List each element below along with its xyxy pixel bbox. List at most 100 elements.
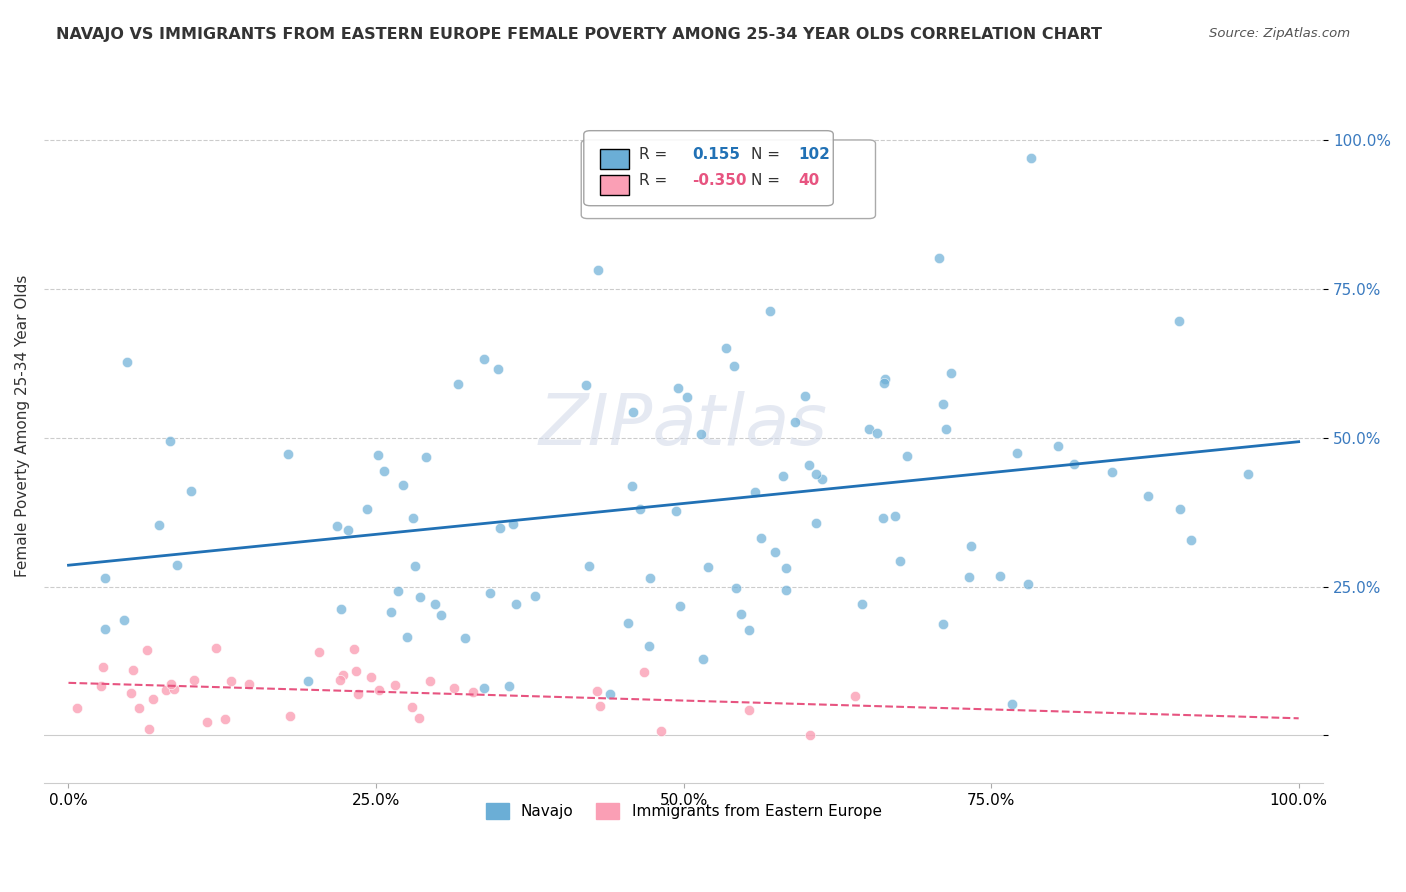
- Point: [65, 700, 87, 714]
- Point: [730, 607, 752, 621]
- Point: [183, 673, 205, 688]
- Point: [472, 681, 495, 695]
- Point: [1063, 457, 1085, 471]
- Point: [219, 674, 242, 689]
- Point: [811, 472, 834, 486]
- Point: [586, 683, 609, 698]
- Point: [277, 447, 299, 461]
- Point: [1180, 533, 1202, 547]
- Point: [402, 511, 425, 525]
- Point: [689, 426, 711, 441]
- Point: [738, 703, 761, 717]
- Point: [195, 714, 218, 729]
- Point: [238, 676, 260, 690]
- Point: [589, 699, 612, 714]
- Point: [638, 639, 661, 653]
- Point: [633, 665, 655, 679]
- Point: [122, 663, 145, 677]
- Point: [941, 366, 963, 380]
- Point: [342, 642, 364, 657]
- Point: [665, 504, 688, 518]
- Text: R =: R =: [638, 173, 666, 188]
- Point: [724, 581, 747, 595]
- Point: [873, 376, 896, 390]
- Point: [692, 652, 714, 666]
- Point: [896, 449, 918, 463]
- Point: [523, 589, 546, 603]
- Point: [889, 554, 911, 568]
- Point: [502, 517, 524, 532]
- Point: [1017, 577, 1039, 591]
- Point: [804, 151, 827, 165]
- Point: [472, 351, 495, 366]
- Y-axis label: Female Poverty Among 25-34 Year Olds: Female Poverty Among 25-34 Year Olds: [15, 275, 30, 577]
- Point: [666, 381, 689, 395]
- Point: [628, 502, 651, 516]
- Point: [387, 584, 409, 599]
- Point: [959, 539, 981, 553]
- Point: [1237, 467, 1260, 481]
- Point: [205, 640, 228, 655]
- Point: [723, 359, 745, 373]
- FancyBboxPatch shape: [581, 140, 876, 219]
- Point: [278, 709, 301, 723]
- Point: [775, 583, 797, 598]
- Point: [935, 422, 957, 436]
- Text: N =: N =: [751, 173, 780, 188]
- Point: [159, 434, 181, 449]
- Point: [404, 558, 426, 573]
- Point: [1168, 502, 1191, 516]
- Point: [714, 342, 737, 356]
- Point: [575, 377, 598, 392]
- Legend: Navajo, Immigrants from Eastern Europe: Navajo, Immigrants from Eastern Europe: [479, 797, 887, 825]
- Point: [94, 622, 117, 636]
- Point: [395, 630, 418, 644]
- Point: [297, 674, 319, 689]
- Point: [676, 390, 699, 404]
- Point: [128, 701, 150, 715]
- Point: [621, 404, 644, 418]
- FancyBboxPatch shape: [600, 149, 628, 169]
- Point: [928, 252, 950, 266]
- Point: [356, 502, 378, 516]
- Point: [454, 631, 477, 645]
- Point: [380, 605, 402, 619]
- FancyBboxPatch shape: [600, 175, 628, 195]
- Point: [599, 687, 621, 701]
- Text: -0.350: -0.350: [693, 173, 747, 188]
- Point: [401, 700, 423, 714]
- Point: [329, 602, 352, 616]
- Point: [486, 362, 509, 376]
- Point: [384, 678, 406, 692]
- Point: [344, 664, 367, 678]
- Point: [488, 521, 510, 535]
- Point: [329, 673, 352, 688]
- Point: [160, 677, 183, 691]
- Point: [368, 682, 391, 697]
- Point: [117, 354, 139, 368]
- Point: [738, 623, 761, 637]
- Point: [120, 686, 142, 700]
- Point: [136, 643, 159, 657]
- Point: [932, 617, 955, 632]
- Point: [1046, 439, 1069, 453]
- Point: [758, 304, 780, 318]
- Point: [785, 415, 807, 429]
- Point: [91, 660, 114, 674]
- Point: [696, 559, 718, 574]
- Point: [347, 687, 370, 701]
- Point: [1168, 314, 1191, 328]
- Point: [1005, 446, 1028, 460]
- Text: 102: 102: [799, 147, 831, 161]
- Point: [844, 690, 866, 704]
- Point: [744, 484, 766, 499]
- Point: [858, 422, 880, 436]
- Point: [669, 599, 692, 614]
- Point: [931, 397, 953, 411]
- Point: [498, 679, 520, 693]
- Point: [180, 483, 202, 498]
- Point: [1001, 697, 1024, 711]
- Text: NAVAJO VS IMMIGRANTS FROM EASTERN EUROPE FEMALE POVERTY AMONG 25-34 YEAR OLDS CO: NAVAJO VS IMMIGRANTS FROM EASTERN EUROPE…: [56, 27, 1102, 42]
- Point: [617, 615, 640, 630]
- Point: [148, 517, 170, 532]
